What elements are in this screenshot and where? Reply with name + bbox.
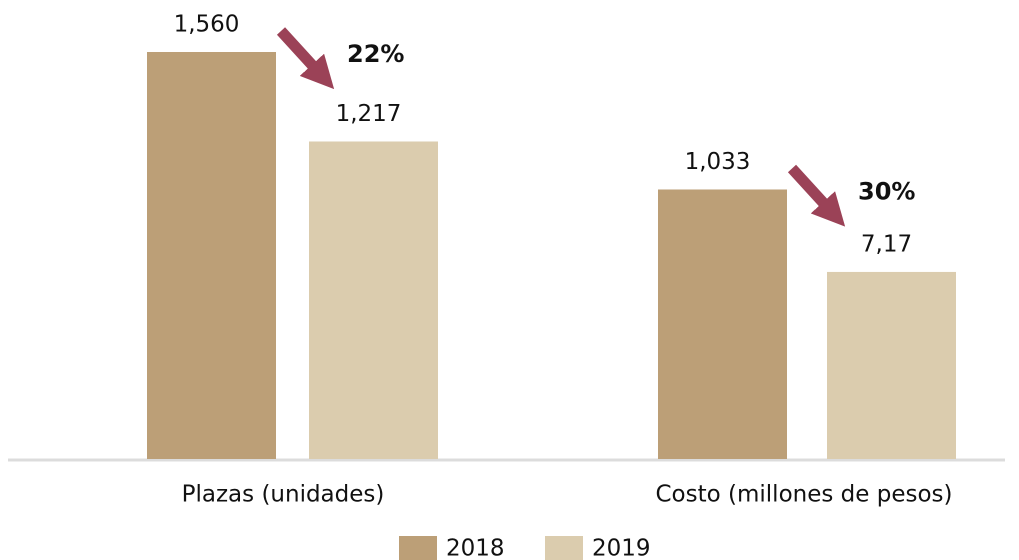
x-tick-label: Plazas (unidades) xyxy=(182,482,385,508)
arrow xyxy=(276,27,335,90)
value-label: 1,560 xyxy=(174,12,240,38)
arrow xyxy=(787,164,846,227)
value-label: 1,217 xyxy=(336,101,402,127)
annotation: 30% xyxy=(858,177,915,205)
annotation: 22% xyxy=(347,40,404,68)
bar xyxy=(658,189,787,459)
x-tick-label: Costo (millones de pesos) xyxy=(656,482,953,508)
legend-swatch xyxy=(399,536,437,560)
legend-label: 2018 xyxy=(446,536,505,560)
bar xyxy=(827,271,956,459)
bar xyxy=(147,52,276,459)
legend-swatch xyxy=(545,536,583,560)
legend-label: 2019 xyxy=(592,536,651,560)
bar xyxy=(309,141,438,459)
value-label: 1,033 xyxy=(685,149,751,175)
value-label: 7,17 xyxy=(861,231,912,257)
